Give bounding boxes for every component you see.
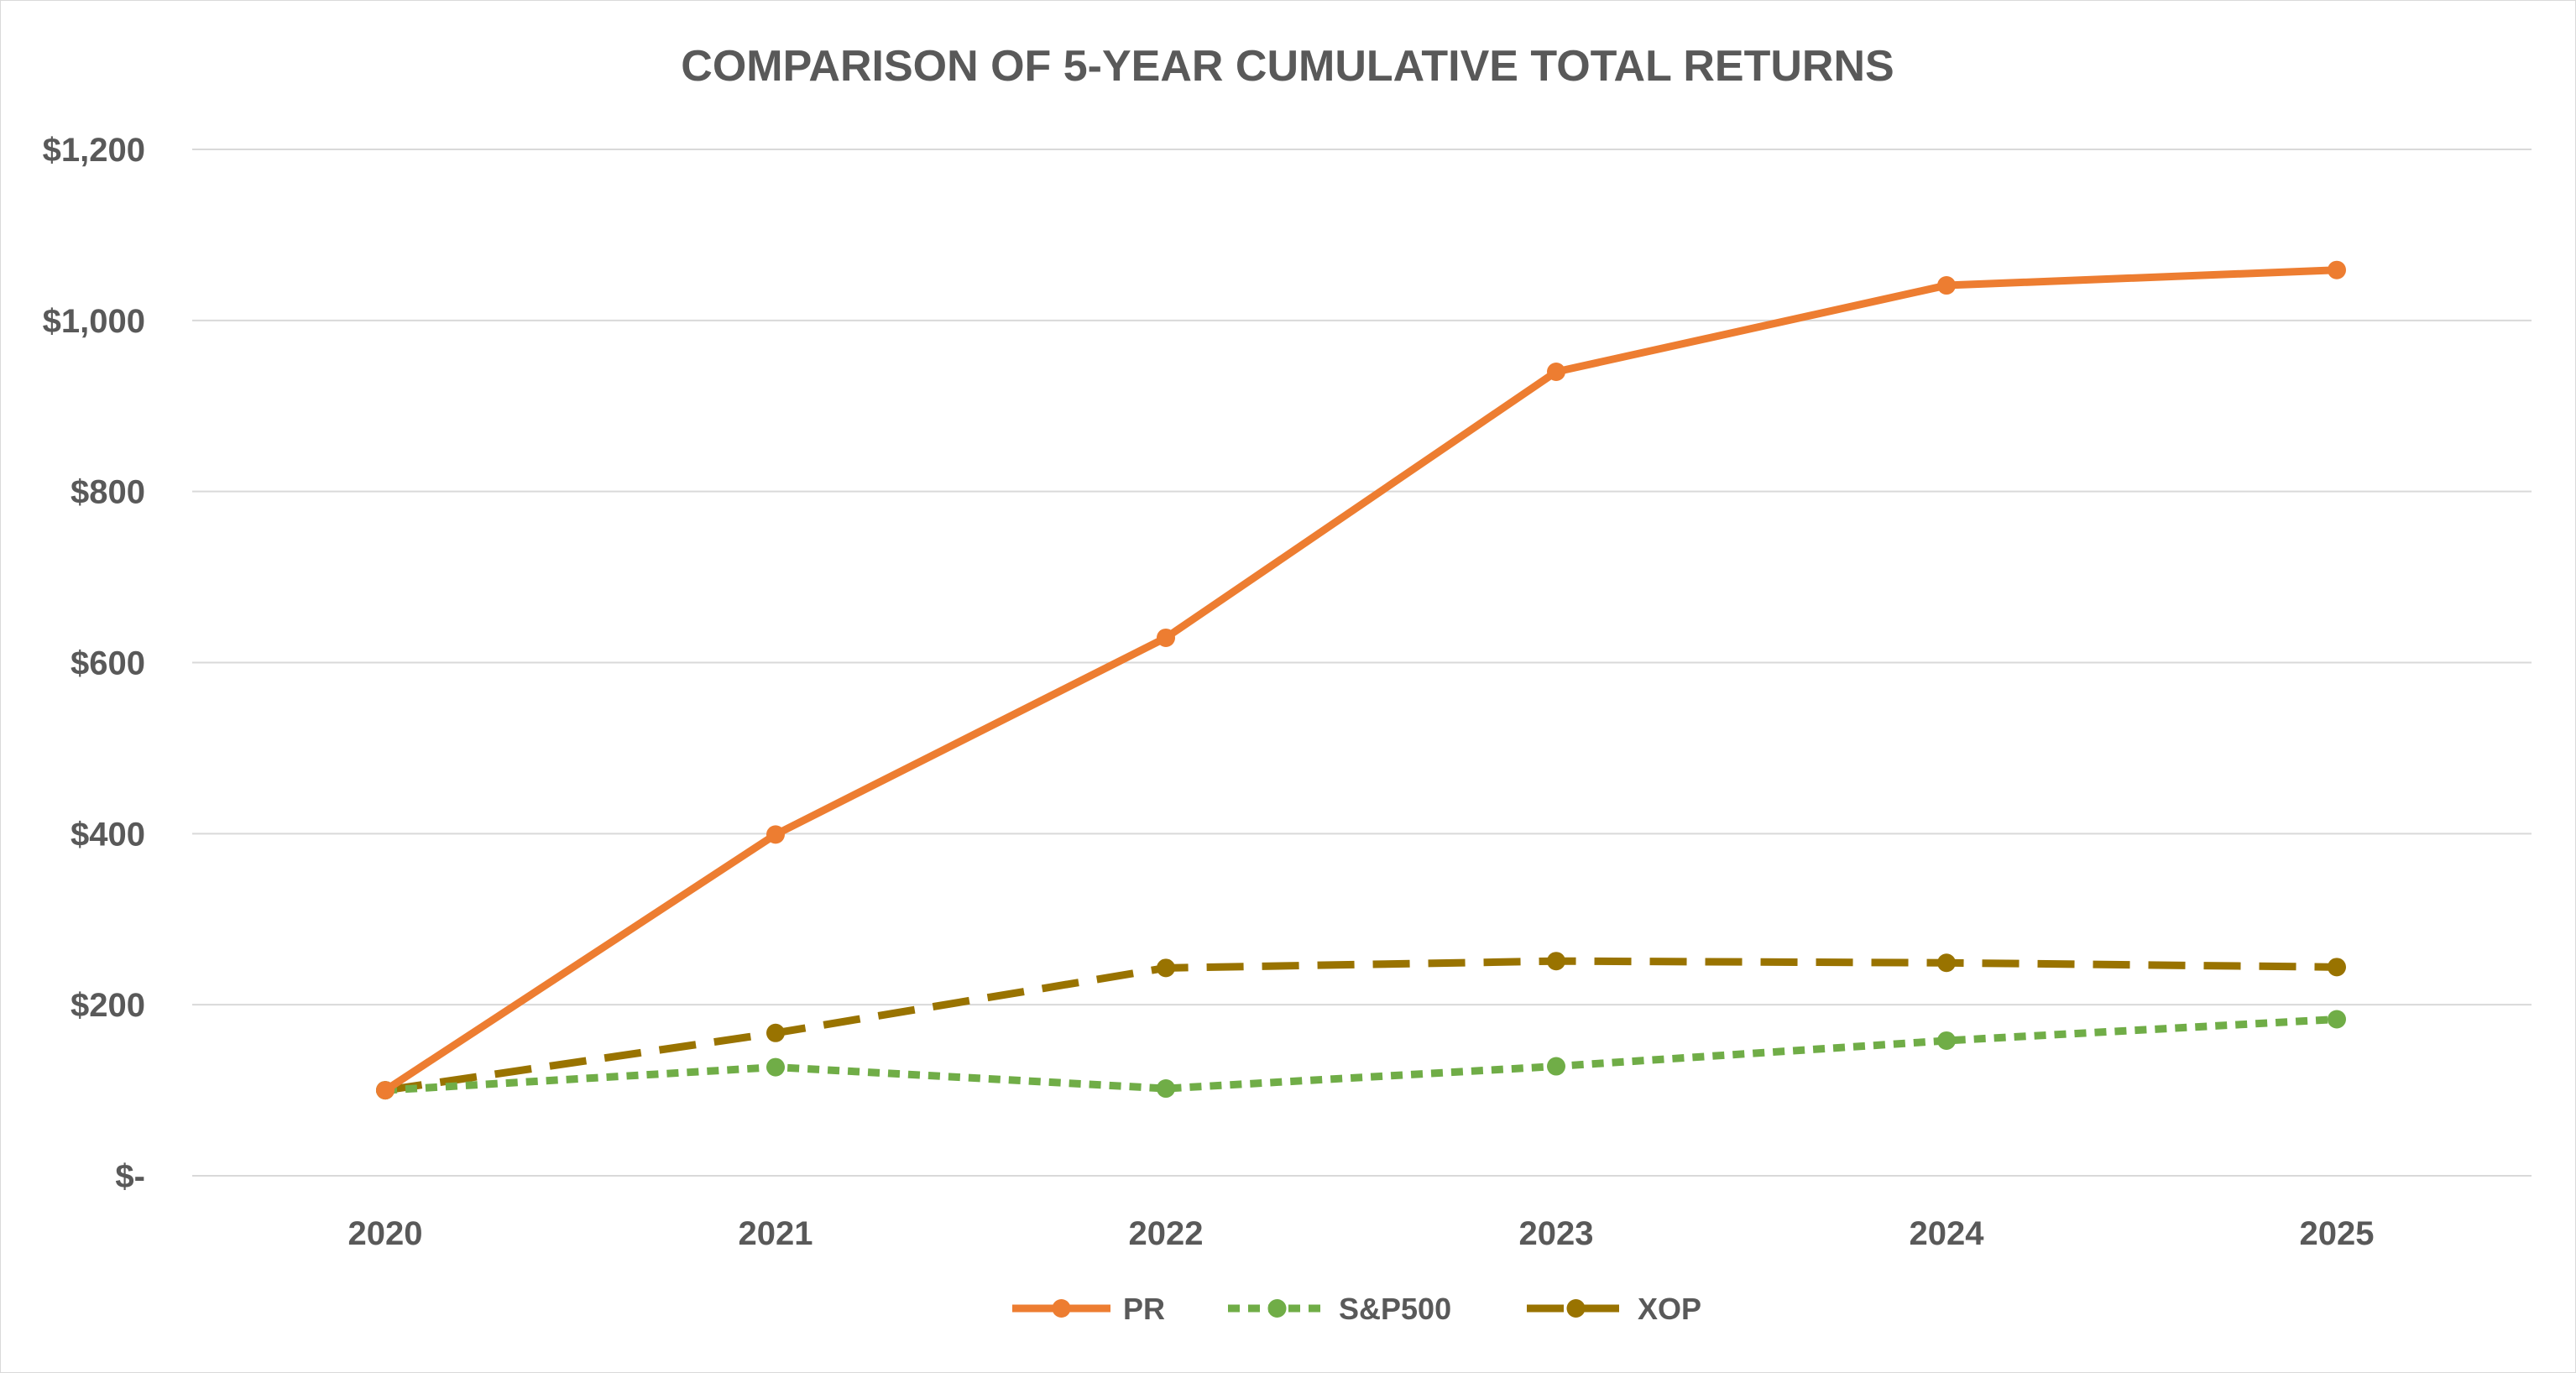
legend-item: PR <box>1012 1292 1165 1326</box>
x-tick-label: 2021 <box>739 1215 813 1252</box>
gridlines <box>192 149 2532 1177</box>
y-tick-label: $1,000 <box>43 303 145 340</box>
y-tick-label: $400 <box>71 816 145 853</box>
series-s-p500 <box>376 1010 2346 1100</box>
data-point <box>766 1023 785 1042</box>
data-point <box>1547 952 1565 971</box>
y-tick-label: $600 <box>71 645 145 682</box>
data-point <box>1937 953 1956 973</box>
y-axis-tick-labels: $- $200 $400 $600 $800 $1,000 $1,200 <box>43 132 145 1195</box>
data-point <box>2328 1010 2346 1029</box>
y-tick-label: $1,200 <box>43 132 145 169</box>
x-tick-label: 2024 <box>1910 1215 1985 1252</box>
legend-label: S&P500 <box>1339 1292 1451 1326</box>
data-point <box>1157 1079 1175 1099</box>
x-axis-tick-labels: 2020 2021 2022 2023 2024 2025 <box>348 1215 2375 1252</box>
series-line <box>384 1015 2338 1094</box>
legend-swatch-marker <box>1052 1299 1071 1318</box>
data-point <box>1937 276 1956 295</box>
series-line <box>384 957 2338 1094</box>
data-point <box>1157 628 1175 647</box>
x-tick-label: 2023 <box>1519 1215 1594 1252</box>
data-point <box>766 825 785 844</box>
legend-label: XOP <box>1638 1292 1701 1326</box>
data-point <box>766 1057 785 1077</box>
legend-swatch-marker <box>1267 1299 1287 1318</box>
data-point <box>1157 958 1175 978</box>
legend-swatch-marker <box>1566 1299 1586 1318</box>
data-point <box>2328 260 2346 279</box>
series-lines <box>376 260 2346 1100</box>
legend-item: S&P500 <box>1228 1292 1451 1326</box>
legend: PR S&P500 XOP <box>1012 1292 1701 1326</box>
series-line <box>383 266 2338 1094</box>
data-point <box>376 1081 394 1100</box>
x-tick-label: 2022 <box>1129 1215 1204 1252</box>
series-xop <box>376 952 2346 1100</box>
x-tick-label: 2020 <box>348 1215 423 1252</box>
y-tick-label: $- <box>115 1158 145 1195</box>
data-point <box>2328 958 2346 977</box>
x-tick-label: 2025 <box>2300 1215 2375 1252</box>
y-tick-label: $200 <box>71 987 145 1024</box>
data-point <box>1937 1031 1956 1050</box>
legend-item: XOP <box>1527 1292 1701 1326</box>
data-point <box>1547 362 1565 381</box>
chart-title: COMPARISON OF 5-YEAR CUMULATIVE TOTAL RE… <box>681 42 1894 91</box>
data-point <box>1547 1057 1565 1076</box>
legend-label: PR <box>1123 1292 1165 1326</box>
series-pr <box>376 260 2346 1100</box>
y-tick-label: $800 <box>71 474 145 511</box>
